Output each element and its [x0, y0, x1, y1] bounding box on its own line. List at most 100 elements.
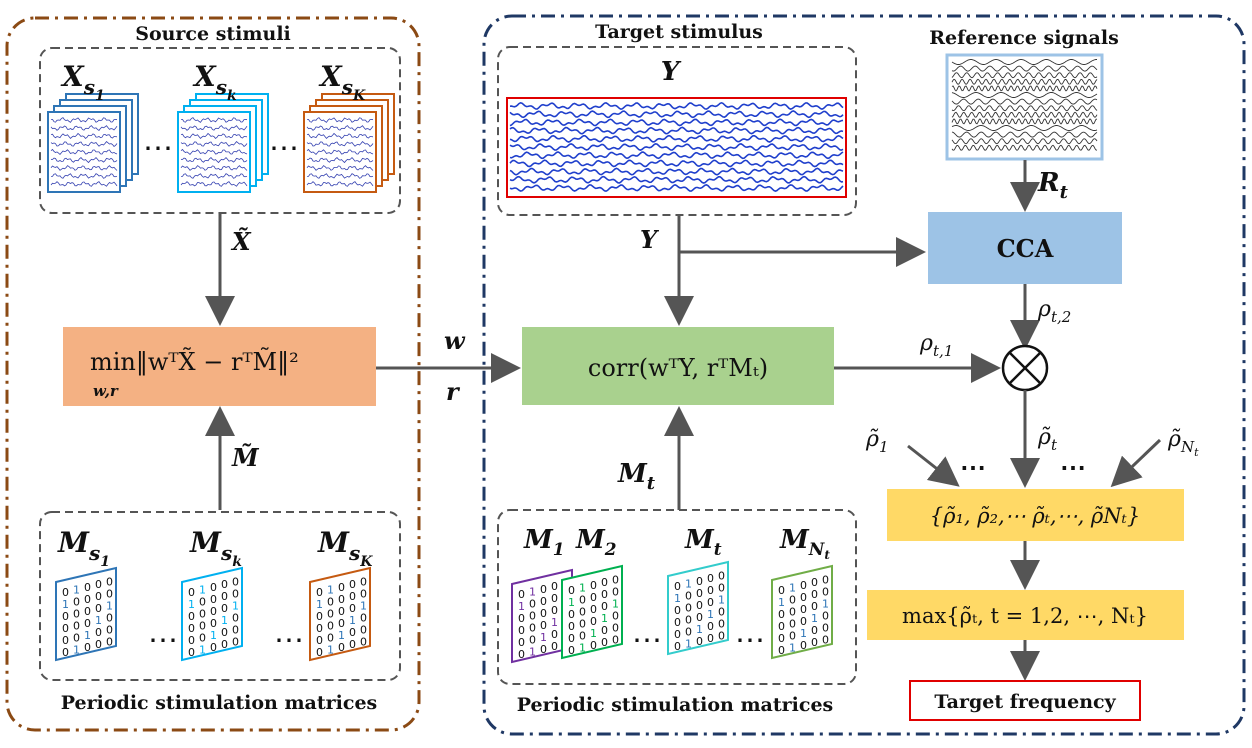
svg-text:0: 0 [210, 581, 217, 594]
svg-text:0: 0 [95, 638, 102, 651]
matrix-mt: 0 1 0 0 01 0 0 0 00 0 0 0 10 0 0 1 00 0 1 0 00 1 0 0 0 [667, 560, 729, 656]
svg-text:0: 0 [327, 631, 334, 644]
svg-text:0: 0 [221, 626, 228, 639]
msk-label: Msk [189, 526, 242, 570]
matrix-m2: 0 1 0 0 01 0 0 0 00 0 0 0 10 0 0 1 00 0 1 0 00 1 0 0 0 [561, 564, 623, 660]
reference-signals-title: Reference signals [929, 27, 1119, 49]
svg-text:1: 1 [540, 631, 547, 644]
svg-text:1: 1 [789, 641, 796, 654]
svg-text:0: 0 [95, 590, 102, 603]
svg-text:0: 0 [106, 636, 113, 649]
svg-text:0: 0 [800, 591, 807, 604]
min-objective-label: min‖wᵀX̃ − rᵀM̃‖² [90, 348, 299, 377]
svg-text:0: 0 [84, 593, 91, 606]
svg-text:0: 0 [327, 607, 334, 620]
rho-t2-label: ρt,2 [1037, 297, 1071, 326]
eeg-trace [306, 165, 374, 171]
source-panel-border [5, 16, 421, 732]
svg-text:1: 1 [568, 596, 575, 609]
msK-label: MsK [317, 526, 373, 570]
svg-text:1: 1 [338, 629, 345, 642]
ms1-label: Ms1 [57, 526, 110, 570]
svg-text:0: 0 [612, 574, 619, 587]
svg-text:1: 1 [674, 592, 681, 605]
right-matrix-ellipsis-2: ⋯ [735, 623, 765, 658]
svg-text:0: 0 [612, 634, 619, 647]
svg-text:0: 0 [696, 575, 703, 588]
svg-text:0: 0 [674, 628, 681, 641]
mNt-label: MNt [779, 525, 830, 562]
mt-label: Mt [684, 525, 722, 560]
svg-text:0: 0 [232, 576, 239, 589]
svg-text:0: 0 [349, 626, 356, 639]
svg-text:0: 0 [327, 619, 334, 632]
rho-set-box [887, 489, 1184, 541]
svg-text:0: 0 [778, 608, 785, 621]
svg-text:1: 1 [316, 598, 323, 611]
max-box [867, 590, 1184, 640]
svg-text:1: 1 [327, 583, 334, 596]
svg-text:1: 1 [518, 600, 525, 613]
left-periodic-title: Periodic stimulation matrices [61, 692, 377, 714]
svg-text:0: 0 [95, 626, 102, 639]
svg-text:1: 1 [199, 583, 206, 596]
svg-text:0: 0 [360, 636, 367, 649]
svg-text:0: 0 [360, 624, 367, 637]
m-tilde-label: M̃ [231, 443, 260, 472]
svg-text:0: 0 [579, 593, 586, 606]
svg-text:0: 0 [62, 622, 69, 635]
svg-text:1: 1 [811, 612, 818, 625]
eeg-trace [50, 181, 118, 187]
svg-text:0: 0 [822, 586, 829, 599]
svg-text:0: 0 [568, 644, 575, 657]
svg-text:0: 0 [349, 638, 356, 651]
eeg-trace [306, 148, 374, 155]
x-tilde-label: X̃ [230, 227, 252, 256]
svg-text:0: 0 [210, 605, 217, 618]
target-panel-border [482, 14, 1246, 736]
svg-text:0: 0 [210, 641, 217, 654]
svg-text:0: 0 [360, 588, 367, 601]
eeg-trace [50, 125, 118, 131]
xs1-label: Xs1 [60, 60, 105, 104]
rho-t1-label: ρt,1 [919, 331, 953, 360]
svg-text:0: 0 [232, 624, 239, 637]
svg-text:0: 0 [601, 600, 608, 613]
svg-text:0: 0 [811, 600, 818, 613]
svg-text:0: 0 [590, 639, 597, 652]
svg-text:1: 1 [707, 608, 714, 621]
svg-text:1: 1 [718, 594, 725, 607]
svg-text:0: 0 [84, 581, 91, 594]
svg-text:0: 0 [73, 619, 80, 632]
eeg-trace [306, 181, 374, 187]
svg-text:0: 0 [316, 622, 323, 635]
source-ellipsis-1: ⋯ [143, 131, 173, 166]
svg-text:0: 0 [707, 584, 714, 597]
svg-text:0: 0 [718, 630, 725, 643]
svg-text:0: 0 [188, 646, 195, 659]
eeg-trace [180, 141, 248, 147]
svg-text:0: 0 [518, 648, 525, 661]
svg-text:0: 0 [800, 639, 807, 652]
eeg-trace [180, 148, 248, 155]
svg-text:1: 1 [327, 643, 334, 656]
svg-text:0: 0 [696, 611, 703, 624]
svg-text:0: 0 [316, 586, 323, 599]
svg-text:1: 1 [95, 614, 102, 627]
svg-text:0: 0 [73, 595, 80, 608]
svg-text:0: 0 [568, 584, 575, 597]
left-matrix-ellipsis-1: ⋯ [148, 623, 178, 658]
rho-nt-label: ρ̃Nt [1167, 427, 1199, 459]
svg-text:0: 0 [696, 635, 703, 648]
svg-text:0: 0 [718, 582, 725, 595]
svg-text:1: 1 [590, 627, 597, 640]
svg-text:1: 1 [221, 614, 228, 627]
right-periodic-title: Periodic stimulation matrices [517, 694, 833, 716]
svg-text:0: 0 [199, 631, 206, 644]
svg-text:0: 0 [601, 624, 608, 637]
svg-text:0: 0 [338, 617, 345, 630]
mt-arrow-label: Mt [617, 459, 656, 494]
reference-signal-traces [951, 59, 1098, 151]
svg-text:0: 0 [540, 619, 547, 632]
